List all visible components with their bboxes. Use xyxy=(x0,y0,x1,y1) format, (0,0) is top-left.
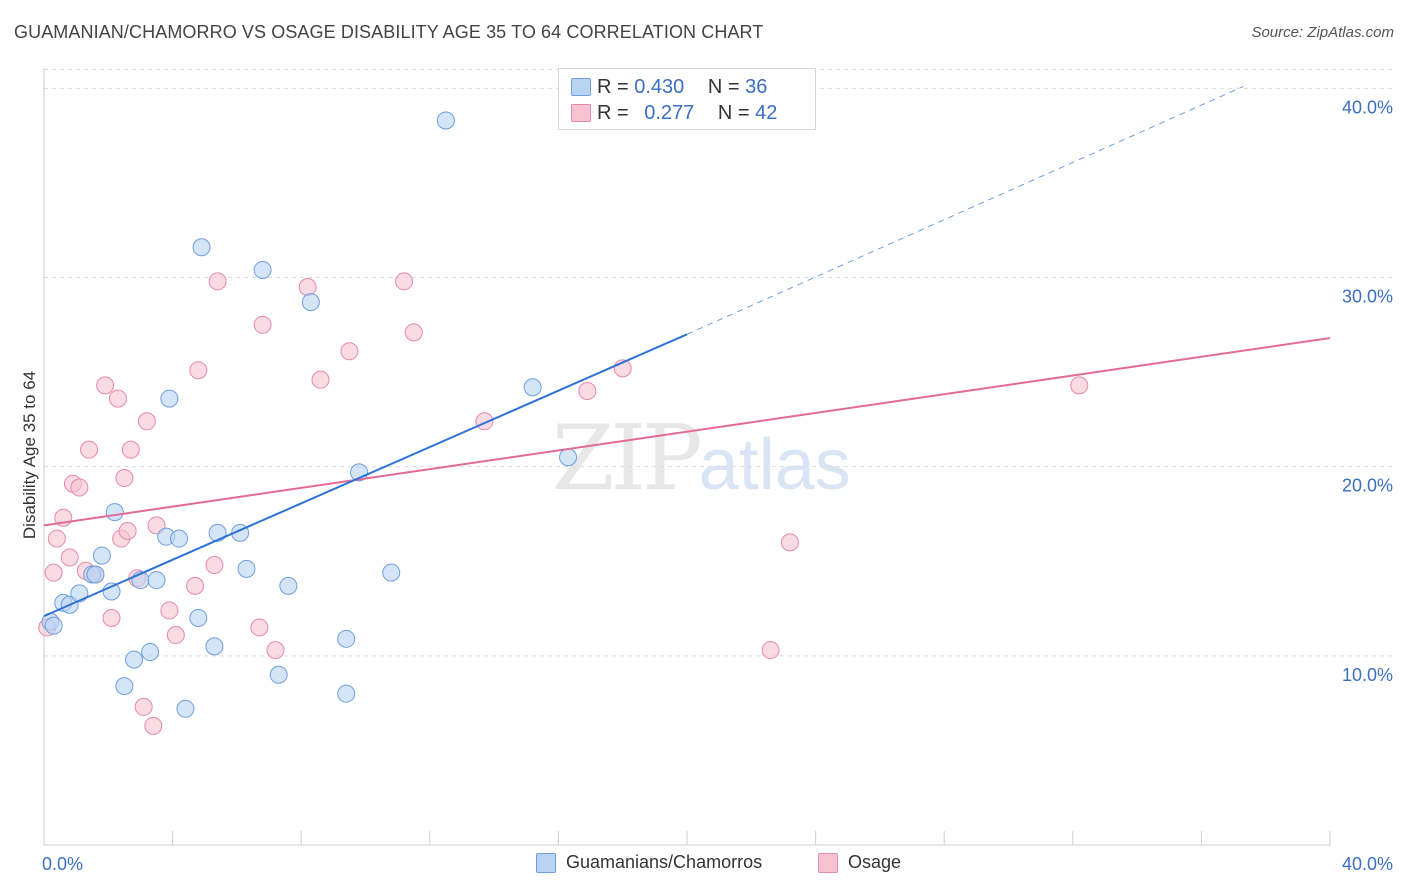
osage-point xyxy=(160,601,179,620)
osage-point xyxy=(208,272,227,291)
guamanian-point xyxy=(70,584,89,603)
guamanian-point xyxy=(105,503,124,522)
guamanian-trend-line xyxy=(43,333,688,618)
osage-point xyxy=(1070,376,1089,395)
osage-point xyxy=(761,641,780,660)
legend-swatch-blue xyxy=(571,78,591,96)
legend-swatch-pink xyxy=(571,104,591,122)
osage-point xyxy=(780,533,799,552)
guamanian-point xyxy=(189,609,208,628)
osage-point xyxy=(44,563,63,582)
legend-r-value: 0.430 xyxy=(634,76,685,98)
osage-point xyxy=(96,376,115,395)
osage-point xyxy=(250,618,269,637)
guamanian-point xyxy=(337,629,356,648)
source-credit: Source: ZipAtlas.com xyxy=(1251,24,1394,41)
legend-n-value: 42 xyxy=(755,102,778,124)
guamanian-point xyxy=(170,529,189,548)
legend-n-label: N = xyxy=(707,76,740,98)
guamanian-point xyxy=(147,571,166,590)
guamanian-point xyxy=(141,643,160,662)
guamanian-point xyxy=(208,523,227,542)
osage-point xyxy=(102,609,121,628)
guamanian-point xyxy=(382,563,401,582)
osage-point xyxy=(253,315,272,334)
osage-point xyxy=(80,440,99,459)
y-tick-label: 20.0% xyxy=(1342,476,1393,496)
guamanian-point xyxy=(44,616,63,635)
guamanian-point xyxy=(269,665,288,684)
watermark-atlas: atlas xyxy=(698,425,851,505)
guamanian-point xyxy=(436,111,455,130)
y-tick-label: 10.0% xyxy=(1342,665,1393,685)
bottom-legend-label: Guamanians/Chamorros xyxy=(566,852,763,872)
correlation-legend: R = 0.430 N = 36 R = 0.277 N = 42 xyxy=(558,68,816,130)
guamanian-point xyxy=(92,546,111,565)
bottom-legend-swatch-pink xyxy=(818,853,838,873)
watermark: ZIPatlas xyxy=(552,406,851,511)
osage-point xyxy=(70,478,89,497)
legend-n-value: 36 xyxy=(745,76,768,98)
osage-point xyxy=(298,277,317,296)
guamanian-point xyxy=(237,559,256,578)
guamanian-point xyxy=(115,677,134,696)
guamanian-point xyxy=(279,576,298,595)
osage-point xyxy=(340,342,359,361)
osage-point xyxy=(404,323,423,342)
guamanian-point xyxy=(337,684,356,703)
guamanian-point xyxy=(253,260,272,279)
legend-r-value: 0.277 xyxy=(644,102,695,124)
bottom-legend-label: Osage xyxy=(848,852,902,872)
osage-point xyxy=(60,548,79,567)
guamanian-point xyxy=(559,448,578,467)
osage-point xyxy=(186,576,205,595)
x-tick-label: 40.0% xyxy=(1342,854,1393,874)
watermark-zip: ZIP xyxy=(552,406,703,511)
osage-point xyxy=(118,522,137,540)
osage-point xyxy=(578,382,597,401)
legend-r-label: R = xyxy=(597,76,629,98)
osage-point xyxy=(137,412,156,431)
legend-row-osage: R = 0.277 N = 42 xyxy=(571,102,778,125)
bottom-legend-guamanians: Guamanians/Chamorros xyxy=(536,852,763,873)
bottom-legend-osage: Osage xyxy=(818,852,902,873)
guamanian-trend-extension xyxy=(686,86,1244,335)
osage-point xyxy=(205,556,224,575)
guamanian-point xyxy=(160,389,179,408)
y-tick-label: 40.0% xyxy=(1342,97,1393,117)
osage-trend-line xyxy=(43,337,1331,527)
guamanian-point xyxy=(192,238,211,257)
guamanian-point xyxy=(125,650,144,669)
bottom-legend-swatch-blue xyxy=(536,853,556,873)
legend-n-label: N = xyxy=(717,102,750,124)
legend-r-label: R = xyxy=(597,102,629,124)
osage-point xyxy=(115,469,134,488)
guamanian-point xyxy=(86,565,105,584)
osage-point xyxy=(121,440,140,459)
osage-point xyxy=(189,361,208,380)
osage-point xyxy=(108,389,127,408)
osage-point xyxy=(144,716,163,735)
y-axis-label: Disability Age 35 to 64 xyxy=(20,370,39,540)
chart-title: GUAMANIAN/CHAMORRO VS OSAGE DISABILITY A… xyxy=(14,22,764,42)
guamanian-point xyxy=(523,378,542,397)
osage-point xyxy=(395,272,414,291)
x-tick-label: 0.0% xyxy=(42,854,83,874)
guamanian-point xyxy=(102,582,121,601)
osage-point xyxy=(311,370,330,389)
osage-point xyxy=(134,697,153,716)
guamanian-point xyxy=(301,293,320,312)
osage-point xyxy=(47,529,66,548)
osage-point xyxy=(166,626,185,645)
osage-point xyxy=(266,641,285,660)
y-tick-label: 30.0% xyxy=(1342,287,1393,307)
guamanian-point xyxy=(176,699,195,718)
legend-row-guamanians: R = 0.430 N = 36 xyxy=(571,76,768,99)
guamanian-point xyxy=(205,637,224,656)
